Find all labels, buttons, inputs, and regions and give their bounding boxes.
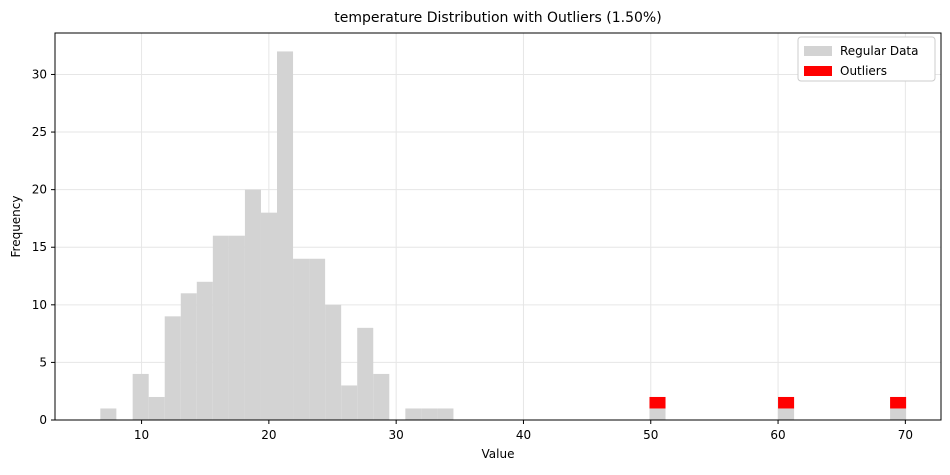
y-tick-label: 0 xyxy=(39,413,47,427)
histogram-bar xyxy=(260,212,278,420)
x-tick-label: 70 xyxy=(898,428,913,442)
grid-layer xyxy=(55,33,941,421)
y-tick-label: 10 xyxy=(32,298,47,312)
histogram-bar xyxy=(100,408,117,420)
x-tick-label: 60 xyxy=(770,428,785,442)
histogram-bar xyxy=(341,385,358,420)
histogram-bar xyxy=(212,235,229,420)
histogram-bar xyxy=(244,189,261,420)
outlier-bar xyxy=(649,396,666,409)
histogram-bar xyxy=(325,304,342,420)
outlier-bar xyxy=(778,396,795,409)
y-tick-label: 5 xyxy=(39,355,47,369)
y-axis-label: Frequency xyxy=(9,196,23,258)
y-tick-label: 30 xyxy=(32,67,47,81)
x-tick-label: 10 xyxy=(134,428,149,442)
histogram-bar xyxy=(778,408,795,420)
legend: Regular Data Outliers xyxy=(797,36,936,82)
x-tick-label: 50 xyxy=(643,428,658,442)
outlier-bar xyxy=(890,396,907,409)
histogram-bar xyxy=(293,258,310,420)
histogram-bar xyxy=(373,373,390,420)
plot-frame xyxy=(54,32,942,421)
histogram-bar xyxy=(309,258,326,420)
bars-layer xyxy=(100,51,907,421)
y-tick-label: 20 xyxy=(32,183,47,197)
histogram-bar xyxy=(277,51,294,421)
legend-box xyxy=(797,36,936,82)
histogram-bar xyxy=(132,373,149,420)
legend-swatch-regular-data xyxy=(804,46,832,56)
histogram-bar xyxy=(228,235,245,420)
histogram-bar xyxy=(148,396,165,420)
histogram-bar xyxy=(164,316,181,420)
chart-title: temperature Distribution with Outliers (… xyxy=(334,10,661,26)
histogram-bar xyxy=(890,408,907,420)
histogram-bar xyxy=(405,408,422,420)
x-tick-label: 30 xyxy=(389,428,404,442)
y-tick-label: 15 xyxy=(32,240,47,254)
histogram-bar xyxy=(437,408,454,420)
histogram-bar xyxy=(180,293,197,420)
histogram-bar xyxy=(196,281,213,420)
histogram-bar xyxy=(421,408,438,420)
legend-label-outliers: Outliers xyxy=(840,64,887,78)
y-tick-label: 25 xyxy=(32,125,47,139)
ticks-layer: 10 20 30 40 50 60 70 0 5 10 15 20 25 30 xyxy=(32,67,913,442)
histogram-bar xyxy=(357,327,374,420)
legend-label-regular-data: Regular Data xyxy=(840,44,919,58)
histogram-bar xyxy=(649,408,666,420)
x-tick-label: 20 xyxy=(261,428,276,442)
legend-swatch-outliers xyxy=(804,66,832,76)
x-axis-label: Value xyxy=(482,447,515,461)
x-tick-label: 40 xyxy=(516,428,531,442)
